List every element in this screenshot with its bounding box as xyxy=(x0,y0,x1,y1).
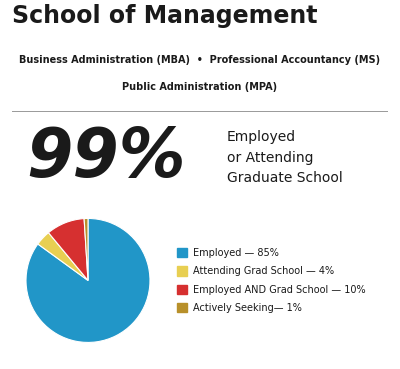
Text: Employed
or Attending
Graduate School: Employed or Attending Graduate School xyxy=(227,130,342,185)
Wedge shape xyxy=(26,218,150,342)
Wedge shape xyxy=(84,218,88,280)
Text: School of Management: School of Management xyxy=(12,4,318,28)
Text: Business Administration (MBA)  •  Professional Accountancy (MS): Business Administration (MBA) • Professi… xyxy=(20,55,380,65)
Text: 99%: 99% xyxy=(26,125,186,191)
Text: Public Administration (MPA): Public Administration (MPA) xyxy=(122,82,278,92)
Legend: Employed — 85%, Attending Grad School — 4%, Employed AND Grad School — 10%, Acti: Employed — 85%, Attending Grad School — … xyxy=(176,248,366,313)
Wedge shape xyxy=(48,218,88,280)
Wedge shape xyxy=(38,233,88,280)
